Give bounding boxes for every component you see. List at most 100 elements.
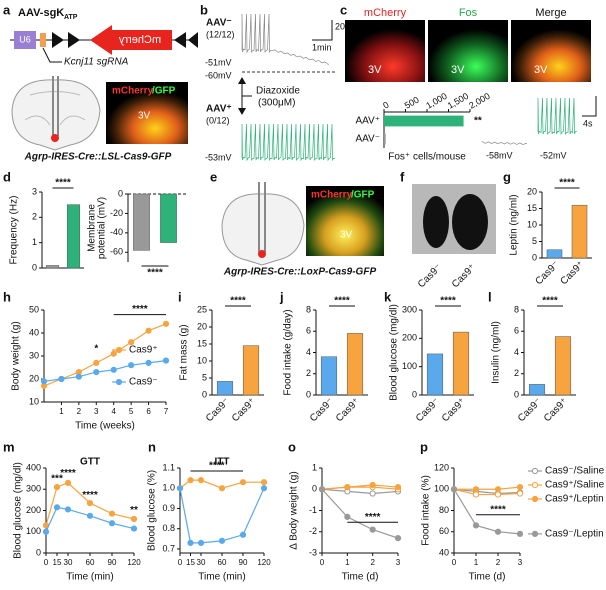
data-point: [108, 510, 116, 517]
micrograph: [511, 20, 591, 82]
y-axis-label: potential (mV): [97, 197, 108, 259]
data-point: [93, 359, 100, 366]
x-tick-label: 2: [370, 558, 375, 567]
panel-label: m: [3, 439, 15, 454]
voltage: -52mV: [540, 150, 567, 160]
annotation: ****: [490, 504, 506, 515]
pointer: [42, 47, 62, 63]
data-point: [369, 490, 376, 497]
image-label: mCherry: [364, 7, 407, 19]
y-tick-label: 15: [197, 338, 207, 348]
x-tick-label: 60: [218, 558, 227, 567]
data-point: [472, 486, 480, 493]
y-tick-label: 15: [527, 203, 537, 213]
scale-time: 1min: [312, 42, 332, 52]
y-axis-label: Frequency (Hz): [9, 196, 20, 265]
legend-marker: [115, 378, 123, 386]
data-point: [162, 320, 170, 327]
data-point: [344, 484, 351, 491]
bar: [45, 265, 60, 269]
data-point: [344, 513, 351, 520]
panel-label: d: [3, 169, 11, 184]
data-point: [516, 530, 524, 537]
y-axis-label: Body weight (g): [11, 321, 22, 390]
y-tick-label: 10: [197, 355, 207, 365]
x-tick-label: 2: [496, 558, 501, 567]
arrow-head: [238, 77, 246, 84]
image-label: mCherry: [112, 86, 154, 97]
x-tick-label: 5: [129, 407, 134, 416]
data-point: [58, 375, 65, 383]
y-tick-label: 0.9: [162, 503, 175, 513]
image-label: Fos: [459, 7, 478, 19]
voltage: -60mV: [205, 70, 232, 80]
y-tick-label: 6: [306, 326, 311, 336]
bar: [384, 115, 464, 127]
panel-b: b AAV⁻ (12/12) -51mV -60mV 20mV 1min Dia…: [200, 2, 359, 162]
panel-label: g: [503, 169, 511, 184]
category-label: AAV⁻: [355, 134, 380, 145]
legend-label: Cas9⁻: [129, 377, 158, 388]
data-point: [128, 339, 135, 346]
legend-label: Cas9⁺: [129, 345, 158, 356]
reporter: mCherry: [118, 34, 161, 46]
annotation: ****: [559, 178, 575, 189]
panel-label: a: [3, 2, 11, 17]
y-tick-label: 5: [202, 372, 207, 382]
y-tick-label: 0: [412, 389, 417, 399]
y-axis-label: Δ Body weight (g): [289, 471, 300, 549]
x-tick-label: 1,000: [424, 91, 449, 111]
x-tick-label: 1: [345, 558, 350, 567]
brain-schematic: [11, 79, 101, 151]
count: (0/12): [206, 115, 230, 125]
loxp: [68, 32, 80, 48]
mouse: [423, 196, 449, 248]
y-tick-label: -40: [110, 227, 123, 237]
y-tick-label: 30: [29, 350, 39, 360]
x-tick-label: 7: [164, 407, 169, 416]
data-point: [197, 539, 205, 546]
category-label: Cas9⁺: [334, 396, 362, 424]
category-label: Cas9⁻: [533, 259, 561, 287]
annotation: ****: [82, 490, 98, 501]
annotation: ****: [542, 296, 558, 307]
panel-label: f: [400, 169, 405, 184]
condition: AAV⁺: [206, 104, 232, 115]
y-tick-label: -1: [309, 505, 317, 515]
region: 3V: [451, 64, 465, 76]
y-tick-label: 0: [306, 389, 311, 399]
category-label: Cas9⁺: [558, 259, 586, 287]
x-tick-label: 1: [474, 558, 479, 567]
arrow-head: [238, 108, 246, 115]
x-tick-label: 90: [239, 558, 248, 567]
data-point: [187, 477, 194, 484]
x-tick-label: 0: [452, 558, 457, 567]
promoter: U6: [19, 34, 31, 44]
y-tick-label: 0: [118, 188, 123, 198]
series-line: [45, 482, 135, 526]
data-point: [394, 535, 402, 542]
y-tick-label: 20: [29, 373, 39, 383]
y-tick-label: 2: [514, 368, 519, 378]
data-point: [86, 512, 94, 519]
x-tick-label: 1: [59, 407, 64, 416]
series-line: [43, 323, 167, 387]
bar: [426, 353, 444, 396]
series-line: [453, 488, 521, 535]
micrograph: [428, 20, 508, 82]
loxp: [188, 32, 198, 48]
x-axis-label: Time (min): [66, 572, 113, 583]
y-axis-label: Food intake (%): [421, 475, 432, 546]
data-point: [260, 479, 268, 486]
sgrna-label: Kcnj11 sgRNA: [64, 57, 129, 68]
x-tick-label: 500: [403, 95, 421, 111]
data-point: [75, 373, 82, 380]
panel-label: i: [178, 289, 182, 304]
data-point: [239, 531, 247, 538]
category-label: Cas9⁻: [516, 396, 544, 424]
data-point: [162, 357, 170, 364]
y-tick-label: 6: [514, 326, 519, 336]
panel-label: c: [340, 2, 347, 17]
x-axis-label: Time (min): [198, 572, 245, 583]
annotation: **: [474, 116, 482, 127]
